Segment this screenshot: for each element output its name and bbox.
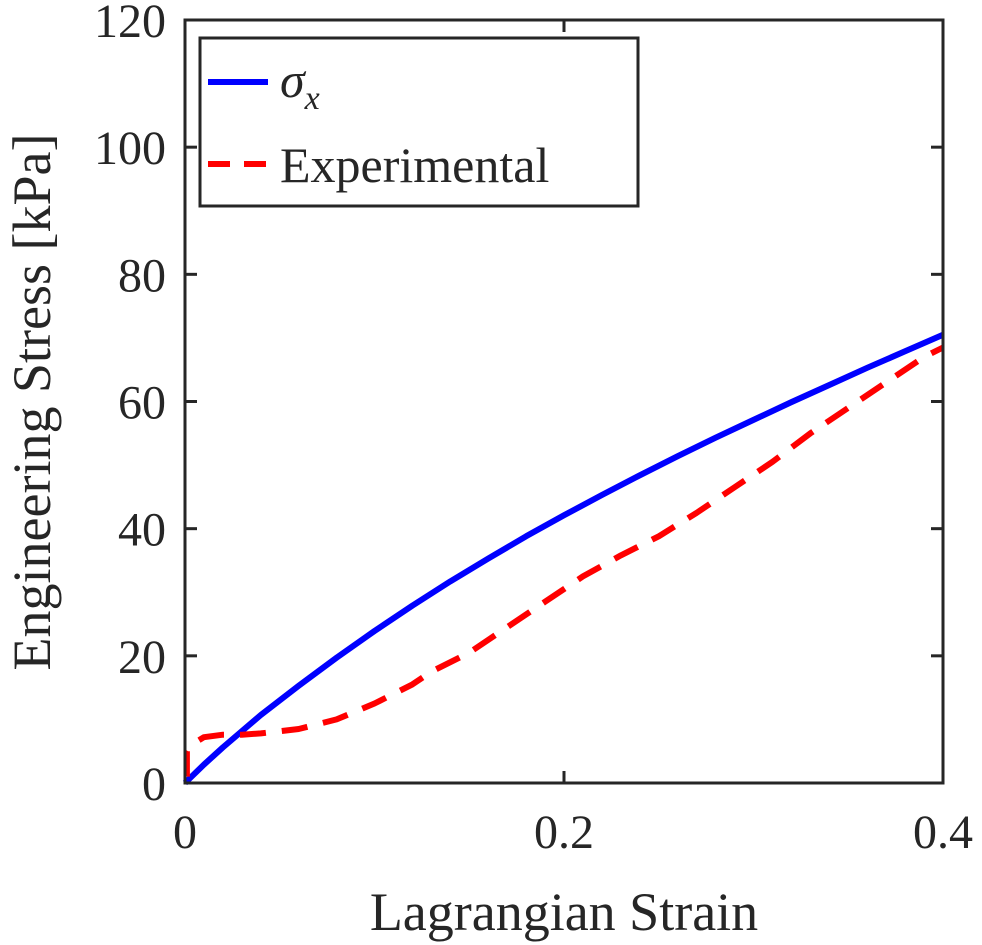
series-line-1 — [183, 344, 945, 777]
y-tick-label-3: 60 — [118, 377, 166, 430]
series-layer — [182, 331, 945, 786]
legend: σx Experimental — [198, 36, 640, 208]
y-tick-label-6: 120 — [94, 0, 166, 48]
legend-sigma-symbol: σ — [280, 52, 307, 108]
legend-entry-experimental: Experimental — [280, 137, 549, 193]
legend-entry-sigma-x: σx — [280, 52, 320, 117]
y-tick-label-2: 40 — [118, 504, 166, 557]
legend-sigma-subscript: x — [304, 80, 320, 117]
y-axis-label: Engineering Stress [kPa] — [2, 134, 62, 671]
x-tick-labels: 0 0.2 0.4 — [173, 806, 973, 859]
y-tick-label-1: 20 — [118, 631, 166, 684]
y-tick-label-4: 80 — [118, 249, 166, 302]
legend-box — [198, 36, 640, 208]
x-tick-label-1: 0.2 — [534, 806, 594, 859]
x-axis-label: Lagrangian Strain — [370, 882, 758, 942]
y-tick-label-5: 100 — [94, 122, 166, 175]
ticks-layer — [183, 18, 945, 785]
x-tick-label-2: 0.4 — [913, 806, 973, 859]
y-tick-label-0: 0 — [142, 758, 166, 811]
series-line-0 — [182, 331, 945, 786]
x-tick-label-0: 0 — [173, 806, 197, 859]
y-tick-labels: 0 20 40 60 80 100 120 — [94, 0, 166, 811]
